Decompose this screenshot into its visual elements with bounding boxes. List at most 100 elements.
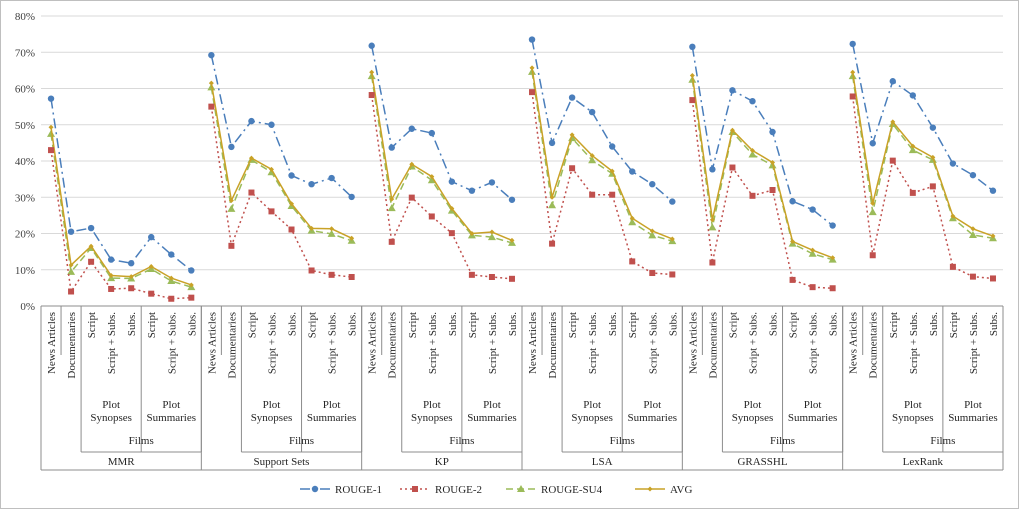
data-point-rouge-1	[508, 196, 516, 203]
subgroup-label: Plot Summaries	[467, 399, 517, 424]
data-point-rouge-2	[248, 189, 255, 196]
data-point-rouge-su4	[67, 267, 76, 275]
data-point-rouge-2	[428, 213, 435, 220]
data-point-avg	[329, 226, 335, 232]
data-point-rouge-1	[47, 95, 55, 102]
data-point-rouge-1	[248, 117, 255, 125]
category-label: Subs.	[287, 312, 299, 336]
data-point-rouge-1	[148, 233, 155, 241]
series-line-rouge-1	[851, 43, 994, 192]
data-point-rouge-2	[188, 294, 195, 301]
data-point-rouge-2	[609, 191, 616, 198]
category-label: Subs.	[928, 312, 940, 336]
category-label: Documentaries	[66, 312, 78, 379]
category-label: Script + Subs.	[106, 312, 118, 374]
data-point-rouge-2	[789, 276, 796, 283]
subgroup-label: Plot Synopses	[892, 399, 934, 424]
category-label: Script + Subs.	[747, 312, 759, 374]
data-point-rouge-su4	[427, 176, 436, 184]
data-point-avg	[429, 174, 435, 180]
data-point-avg	[970, 226, 976, 232]
subgroup-label: Plot Summaries	[307, 399, 357, 424]
data-point-rouge-1	[368, 42, 375, 49]
series-line-rouge-1	[370, 45, 513, 201]
y-tick-label: 0%	[20, 301, 35, 313]
category-label: Subs.	[347, 312, 359, 336]
data-point-rouge-2	[969, 273, 976, 280]
data-point-rouge-1	[629, 168, 636, 175]
data-point-avg	[609, 168, 615, 174]
data-point-rouge-su4	[548, 201, 557, 209]
films-label: Films	[289, 435, 314, 447]
series-line-rouge-su4	[531, 71, 673, 242]
data-point-avg	[549, 194, 555, 200]
data-point-rouge-1	[548, 139, 556, 147]
data-point-rouge-1	[168, 251, 175, 258]
category-label: Script + Subs.	[487, 312, 499, 374]
data-point-rouge-2	[929, 183, 936, 190]
data-point-rouge-2	[128, 285, 135, 292]
category-label: Documentaries	[547, 312, 559, 379]
category-label: Subs.	[607, 312, 619, 336]
data-point-rouge-1	[909, 92, 917, 99]
data-point-rouge-2	[508, 275, 515, 282]
category-label: News Articles	[206, 312, 218, 374]
category-label: Subs.	[126, 312, 138, 336]
data-point-avg	[930, 154, 936, 160]
legend-marker	[311, 485, 319, 493]
category-label: Script + Subs.	[166, 312, 178, 374]
data-point-rouge-2	[629, 258, 636, 265]
category-label: Script	[727, 312, 739, 338]
data-point-avg	[449, 205, 455, 211]
data-point-rouge-1	[67, 228, 75, 235]
category-label: Script + Subs.	[266, 312, 278, 374]
category-label: Script	[86, 312, 98, 338]
series-layer	[47, 36, 997, 302]
data-point-rouge-1	[268, 121, 275, 128]
group-label: GRASSHL	[737, 456, 787, 468]
data-point-avg	[870, 200, 876, 206]
subgroup-label: Plot Summaries	[948, 399, 998, 424]
series-line-rouge-1	[691, 46, 834, 227]
data-point-rouge-1	[188, 267, 195, 274]
data-point-rouge-1	[729, 87, 736, 94]
y-tick-label: 20%	[15, 229, 35, 241]
category-label: Documentaries	[387, 312, 399, 379]
data-point-rouge-1	[649, 181, 656, 188]
data-point-rouge-1	[448, 178, 456, 185]
y-tick-label: 70%	[15, 47, 35, 59]
data-point-rouge-2	[589, 191, 596, 198]
category-label: Documentaries	[868, 312, 880, 379]
data-point-rouge-2	[208, 103, 215, 110]
data-point-rouge-2	[468, 271, 475, 278]
category-label: Subs.	[447, 312, 459, 336]
data-point-rouge-1	[769, 128, 776, 136]
data-point-avg	[248, 155, 254, 161]
category-label: News Articles	[848, 312, 860, 374]
data-point-rouge-2	[849, 93, 856, 100]
films-label: Films	[129, 435, 154, 447]
data-point-avg	[569, 132, 575, 138]
data-point-avg	[830, 255, 836, 261]
data-point-rouge-2	[308, 267, 315, 274]
data-point-rouge-1	[208, 51, 215, 59]
data-point-rouge-1	[588, 108, 596, 116]
subgroup-label: Plot Summaries	[628, 399, 678, 424]
category-label: Script + Subs.	[427, 312, 439, 374]
data-point-rouge-2	[889, 157, 896, 164]
data-point-rouge-2	[729, 164, 736, 171]
data-point-rouge-2	[48, 147, 55, 154]
data-point-rouge-2	[809, 284, 816, 291]
data-point-rouge-2	[709, 259, 716, 266]
legend-label: ROUGE-SU4	[541, 484, 603, 496]
legend-label: ROUGE-1	[335, 484, 382, 496]
data-point-avg	[208, 80, 214, 86]
category-label: Script	[627, 312, 639, 338]
data-point-rouge-2	[368, 92, 375, 99]
data-point-rouge-su4	[327, 229, 336, 237]
category-label: Subs.	[186, 312, 198, 336]
data-point-rouge-1	[528, 36, 536, 43]
y-tick-label: 40%	[15, 156, 35, 168]
data-point-rouge-2	[228, 242, 235, 249]
